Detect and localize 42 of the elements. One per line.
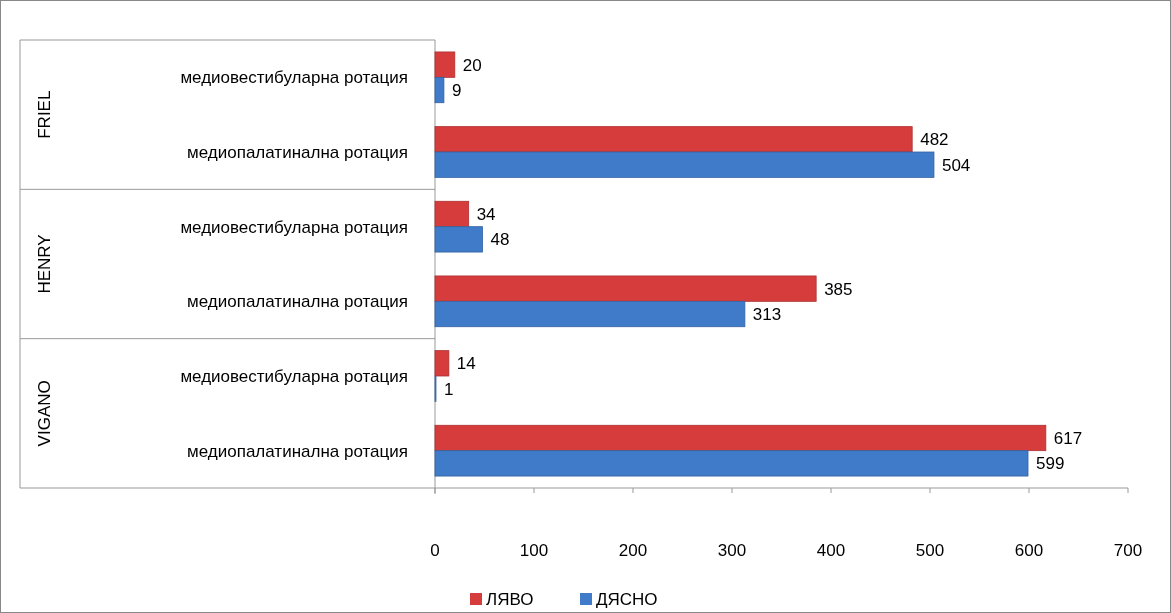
bar [434, 126, 913, 153]
x-tick-label: 200 [618, 540, 648, 560]
bar [434, 275, 817, 302]
data-label: 9 [451, 80, 462, 100]
legend-label: ЛЯВО [486, 589, 534, 609]
y-tick-label: медиопалатинална ротация [187, 292, 408, 312]
data-label: 14 [456, 354, 476, 374]
data-label: 48 [490, 230, 510, 250]
bar [434, 226, 483, 253]
y-tick-label: медиовестибуларна ротация [180, 217, 408, 237]
data-label: 599 [1036, 454, 1065, 474]
text: FRIEL [34, 90, 54, 139]
text: HENRY [34, 234, 54, 294]
bar [434, 151, 935, 178]
legend-label: ДЯСНО [596, 589, 658, 609]
bar [434, 200, 470, 228]
y-tick-label: медиопалатинална ротация [187, 142, 408, 162]
x-tick-label: 0 [430, 540, 440, 560]
bar [434, 51, 456, 78]
data-label: 20 [462, 55, 482, 75]
bar [434, 450, 1029, 477]
text: VIGANO [34, 380, 54, 447]
x-tick-label: 600 [1014, 540, 1044, 560]
data-label: 482 [920, 130, 949, 150]
y-tick-label: медиовестибуларна ротация [180, 68, 408, 88]
data-label: 34 [476, 204, 496, 224]
data-label: 1 [443, 379, 454, 399]
data-label: 385 [824, 279, 853, 299]
y-tick-label: медиопалатинална ротация [187, 441, 408, 461]
x-tick-label: 300 [717, 540, 747, 560]
x-tick-label: 500 [915, 540, 945, 560]
x-tick-label: 400 [816, 540, 846, 560]
x-tick-label: 100 [519, 540, 549, 560]
bar [434, 350, 450, 377]
data-label: 313 [752, 304, 782, 324]
data-label: 504 [941, 155, 971, 175]
bar [434, 300, 746, 328]
x-tick-label: 700 [1113, 540, 1143, 560]
bar [434, 424, 1047, 452]
bar [434, 76, 445, 104]
y-tick-label: медиовестибуларна ротация [180, 366, 408, 386]
data-label: 617 [1053, 428, 1083, 448]
